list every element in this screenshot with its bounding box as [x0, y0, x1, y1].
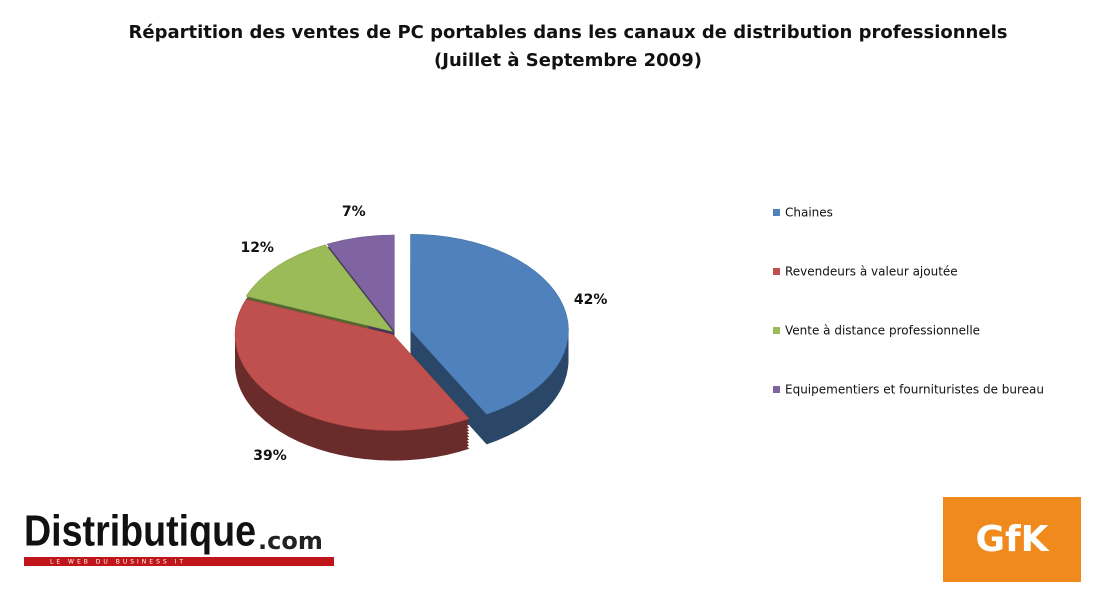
chart-title: Répartition des ventes de PC portables d… [129, 22, 1008, 43]
legend-label: Revendeurs à valeur ajoutée [785, 265, 958, 279]
data-label: 7% [342, 204, 366, 220]
data-label: 39% [253, 448, 287, 464]
gfk-logo: GfK [943, 497, 1081, 582]
logo-box [943, 497, 1081, 582]
legend-marker [773, 327, 780, 334]
legend-label: Equipementiers et fournituristes de bure… [785, 383, 1044, 397]
logo-tagline: LE WEB DU BUSINESS IT [50, 559, 186, 566]
logo-text: Distributique [24, 507, 256, 556]
logo-text: GfK [975, 519, 1049, 560]
slice [326, 234, 395, 332]
slice [234, 298, 470, 431]
legend-label: Vente à distance professionnelle [785, 324, 980, 338]
slice [245, 244, 394, 332]
legend-marker [773, 209, 780, 216]
data-label: 42% [574, 292, 608, 308]
legend-marker [773, 386, 780, 393]
logo-bar [24, 557, 334, 566]
logo-suffix: .com [258, 527, 323, 555]
data-label: 12% [240, 240, 274, 256]
distributique-logo: Distributique .com LE WEB DU BUSINESS IT [24, 507, 334, 566]
chart-subtitle: (Juillet à Septembre 2009) [434, 50, 702, 71]
legend-marker [773, 268, 780, 275]
slice [410, 233, 569, 415]
legend-label: Chaines [785, 206, 833, 220]
